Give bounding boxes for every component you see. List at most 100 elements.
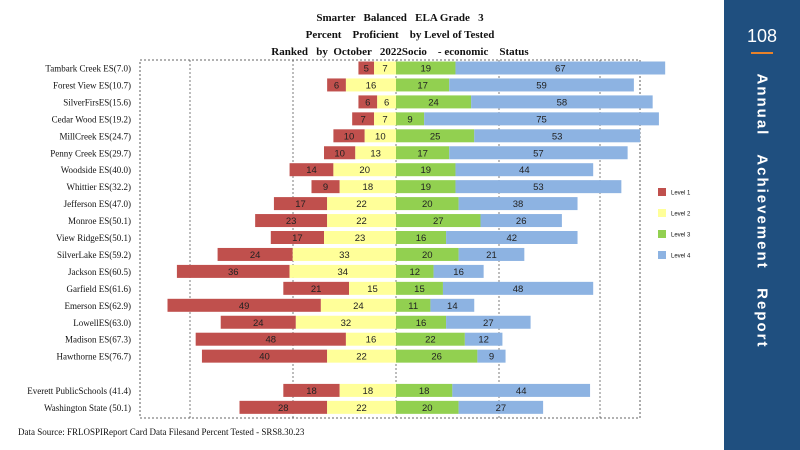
bar-level-1 (289, 163, 334, 177)
data-label-level-4: 59 (536, 80, 547, 91)
data-label-level-2: 13 (370, 148, 381, 159)
data-label-level-1: 36 (228, 267, 239, 278)
side-panel: 108 Annual Achievement Report (724, 0, 800, 450)
bar-level-3 (396, 298, 431, 312)
bar-level-2 (364, 129, 396, 143)
bar-level-1 (327, 78, 346, 92)
bar-level-1 (352, 112, 375, 126)
bar-level-4 (455, 163, 594, 177)
bar-level-4 (433, 264, 484, 278)
bar-level-1 (358, 95, 378, 109)
legend-swatch-level-1 (658, 188, 666, 196)
data-label-level-1: 6 (365, 97, 370, 108)
data-label-level-1: 6 (334, 80, 339, 91)
data-label-level-1: 5 (364, 64, 369, 75)
data-label-level-3: 25 (430, 131, 441, 142)
bar-level-2 (289, 264, 396, 278)
bar-level-1 (255, 214, 328, 228)
report-title: Annual Achievement Report (753, 73, 771, 349)
data-label-level-4: 67 (555, 64, 566, 75)
data-label-level-2: 22 (356, 216, 367, 227)
page-number: 108 (746, 26, 778, 46)
bar-level-4 (424, 112, 659, 126)
bar-level-4 (480, 214, 562, 228)
data-label-level-4: 44 (516, 386, 527, 397)
page-number-rule (751, 52, 773, 54)
bar-level-2 (374, 61, 396, 75)
bar-level-3 (396, 146, 450, 160)
bar-level-4 (455, 61, 666, 75)
category-label: SilverLake ES(59.2) (57, 250, 131, 260)
data-label-level-2: 24 (353, 301, 364, 312)
data-source-note: Data Source: FRLOSPIReport Card Data Fil… (18, 427, 305, 437)
bar-level-1 (220, 315, 296, 329)
data-label-level-1: 14 (306, 165, 317, 176)
data-label-level-1: 21 (311, 284, 322, 295)
data-label-level-4: 27 (483, 318, 494, 329)
bar-level-3 (396, 231, 447, 244)
data-label-level-3: 16 (416, 233, 427, 244)
data-label-level-1: 40 (259, 352, 270, 363)
bar-level-1 (270, 231, 325, 244)
data-label-level-4: 16 (453, 267, 464, 278)
bar-level-3 (396, 61, 456, 75)
bar-level-3 (396, 400, 459, 414)
category-label: Cedar Wood ES(19.2) (52, 114, 131, 124)
data-label-level-1: 24 (250, 250, 261, 261)
legend-label-level-2: Level 2 (671, 212, 691, 218)
category-label: Hawthorne ES(76.7) (57, 352, 131, 362)
data-label-level-1: 9 (323, 182, 328, 193)
data-label-level-3: 20 (422, 250, 433, 261)
bar-level-1 (324, 146, 356, 160)
data-label-level-2: 16 (366, 335, 377, 346)
bar-level-3 (396, 214, 481, 228)
data-label-level-1: 28 (278, 403, 289, 414)
bar-level-1 (283, 281, 350, 295)
data-label-level-4: 14 (447, 301, 458, 312)
bar-level-3 (396, 264, 434, 278)
data-label-level-4: 9 (489, 352, 494, 363)
bar-level-2 (327, 349, 396, 363)
bar-level-3 (396, 281, 443, 295)
chart-title-line-1: Smarter Balanced ELA Grade 3 (316, 12, 484, 24)
category-label: Monroe ES(50.1) (68, 216, 131, 226)
bar-level-2 (327, 400, 396, 414)
data-label-level-2: 7 (382, 64, 387, 75)
bar-level-3 (396, 197, 459, 211)
data-label-level-1: 10 (334, 148, 345, 159)
bar-level-4 (449, 78, 634, 92)
bar-level-2 (374, 112, 396, 126)
bar-level-3 (396, 129, 475, 143)
data-label-level-3: 11 (408, 301, 418, 312)
plot-frame (139, 59, 641, 419)
chart-title-line-2: Percent Proficient by Level of Tested (305, 29, 495, 41)
data-label-level-2: 15 (367, 284, 378, 295)
data-label-level-3: 27 (433, 216, 444, 227)
bar-level-4 (458, 247, 525, 261)
bar-level-3 (396, 112, 425, 126)
category-label: Madison ES(67.3) (65, 335, 131, 345)
legend-label-level-4: Level 4 (671, 254, 691, 260)
chart-title-line-3: Ranked by October 2022Socio - economic S… (271, 46, 529, 58)
data-label-level-2: 22 (356, 403, 367, 414)
data-label-level-4: 26 (516, 216, 527, 227)
data-label-level-2: 34 (338, 267, 349, 278)
bar-level-1 (283, 383, 340, 397)
data-label-level-3: 22 (425, 335, 436, 346)
data-label-level-1: 10 (344, 131, 355, 142)
bar-level-1 (167, 298, 321, 312)
data-label-level-3: 18 (419, 386, 430, 397)
bar-level-3 (396, 383, 453, 397)
data-label-level-3: 20 (422, 403, 433, 414)
bar-level-3 (396, 95, 472, 109)
category-label: Whittier ES(32.2) (67, 182, 132, 192)
data-label-level-4: 53 (552, 131, 563, 142)
bar-level-4 (474, 129, 641, 143)
bar-level-4 (477, 349, 506, 363)
data-label-level-2: 18 (363, 182, 374, 193)
bar-level-4 (442, 281, 594, 295)
data-label-level-2: 32 (341, 318, 352, 329)
category-label: View RidgeES(50.1) (56, 233, 131, 243)
category-label: Jefferson ES(47.0) (64, 199, 131, 209)
